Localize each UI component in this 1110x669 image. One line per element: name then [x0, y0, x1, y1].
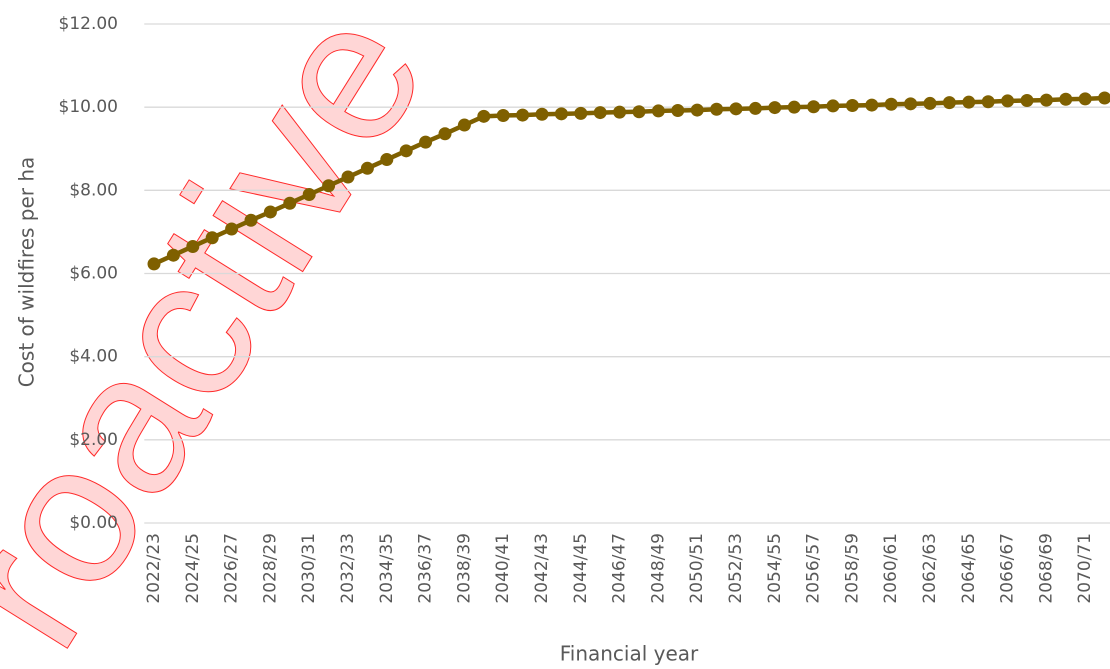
- x-tick-label: 2030/31: [299, 533, 319, 604]
- point: [671, 103, 685, 117]
- point: [554, 107, 568, 121]
- x-tick-label: 2036/37: [416, 533, 436, 604]
- point: [865, 98, 879, 112]
- point: [457, 118, 471, 132]
- point: [147, 257, 161, 271]
- x-tick-label: 2044/45: [571, 533, 591, 604]
- x-tick-label: 2024/25: [183, 533, 203, 604]
- point: [904, 97, 918, 111]
- point: [419, 135, 433, 149]
- x-tick-label: 2056/57: [804, 533, 824, 604]
- point: [981, 95, 995, 109]
- point: [923, 96, 937, 110]
- y-tick-label: $10.00: [59, 97, 118, 117]
- point: [593, 106, 607, 120]
- point: [1098, 91, 1110, 105]
- point: [1020, 94, 1034, 108]
- x-tick-label: 2052/53: [726, 533, 746, 604]
- point: [322, 179, 336, 193]
- x-tick-label: 2066/67: [998, 533, 1018, 604]
- point: [205, 231, 219, 245]
- y-tick-label: $2.00: [69, 430, 118, 450]
- x-tick-label: 2064/65: [959, 533, 979, 604]
- y-tick-label: $4.00: [69, 347, 118, 367]
- x-tick-label: 2026/27: [222, 533, 242, 604]
- y-tick-label: $12.00: [59, 14, 118, 34]
- point: [535, 107, 549, 121]
- x-tick-label: 2050/51: [687, 533, 707, 604]
- x-tick-label: 2032/33: [338, 533, 358, 604]
- x-tick-label: 2068/69: [1036, 533, 1056, 604]
- x-tick-label: 2022/23: [144, 533, 164, 604]
- point: [1001, 94, 1015, 108]
- x-tick-label: 2048/49: [648, 533, 668, 604]
- x-tick-label: 2054/55: [765, 533, 785, 604]
- point: [845, 99, 859, 113]
- y-tick-label: $0.00: [69, 513, 118, 533]
- y-tick-label: $6.00: [69, 264, 118, 284]
- x-tick-label: 2070/71: [1075, 533, 1095, 604]
- x-tick-label: 2028/29: [260, 533, 280, 604]
- point: [632, 105, 646, 119]
- point: [516, 108, 530, 122]
- x-tick-label: 2034/35: [377, 533, 397, 604]
- point: [360, 161, 374, 175]
- point: [302, 187, 316, 201]
- point: [613, 105, 627, 119]
- point: [438, 127, 452, 141]
- point: [263, 205, 277, 219]
- point: [942, 96, 956, 110]
- x-tick-label: 2060/61: [881, 533, 901, 604]
- point: [186, 239, 200, 253]
- point: [166, 248, 180, 262]
- point: [690, 103, 704, 117]
- point: [807, 100, 821, 114]
- point: [729, 102, 743, 116]
- point: [710, 102, 724, 116]
- x-tick-label: 2046/47: [610, 533, 630, 604]
- x-axis-title: Financial year: [560, 642, 699, 666]
- point: [1059, 92, 1073, 106]
- y-axis-title: Cost of wildfires per ha: [15, 157, 39, 388]
- point: [962, 95, 976, 109]
- point: [399, 144, 413, 158]
- point: [884, 97, 898, 111]
- x-tick-label: 2040/41: [493, 533, 513, 604]
- y-tick-label: $8.00: [69, 180, 118, 200]
- point: [574, 106, 588, 120]
- point: [496, 108, 510, 122]
- x-tick-label: 2062/63: [920, 533, 940, 604]
- point: [787, 100, 801, 114]
- x-tick-label: 2058/59: [842, 533, 862, 604]
- point: [341, 170, 355, 184]
- point: [748, 101, 762, 115]
- point: [477, 109, 491, 123]
- point: [768, 101, 782, 115]
- point: [225, 222, 239, 236]
- point: [826, 99, 840, 113]
- point: [651, 104, 665, 118]
- point: [283, 196, 297, 210]
- point: [1039, 93, 1053, 107]
- point: [1078, 92, 1092, 106]
- point: [244, 213, 258, 227]
- x-tick-label: 2038/39: [454, 533, 474, 604]
- x-tick-label: 2042/43: [532, 533, 552, 604]
- point: [380, 153, 394, 167]
